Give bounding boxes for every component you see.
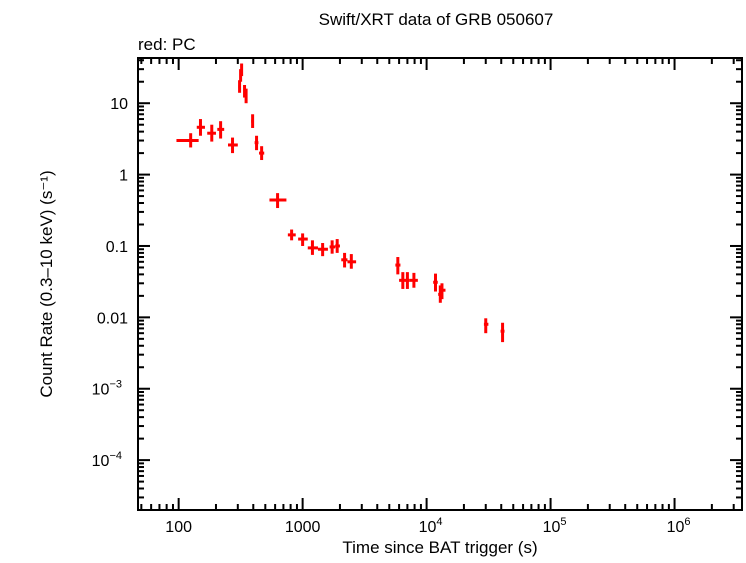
data-point [269, 193, 287, 209]
data-point [329, 240, 336, 254]
plot-frame [137, 57, 743, 511]
x-tick-label: 100 [165, 519, 192, 536]
x-tick-label: 1000 [285, 519, 321, 536]
data-point [254, 135, 259, 151]
x-tick-label: 105 [543, 516, 567, 536]
data-point [317, 243, 328, 257]
data-point [395, 257, 401, 275]
data-point [176, 133, 199, 148]
data-point [409, 272, 418, 288]
data-point [298, 233, 308, 246]
data-point [440, 283, 446, 300]
data-point [287, 229, 296, 241]
x-tick-label: 106 [667, 516, 691, 536]
data-point [217, 121, 225, 139]
y-tick-label: 0.01 [97, 310, 128, 327]
data-point [227, 137, 238, 154]
data-point [500, 322, 505, 343]
y-tick-label: 10 [110, 96, 128, 113]
data-point [240, 63, 244, 77]
chart-title: Swift/XRT data of GRB 050607 [319, 10, 554, 29]
data-point [433, 273, 438, 292]
y-axis-label: Count Rate (0.3–10 keV) (s⁻¹) [37, 170, 56, 397]
x-axis-label: Time since BAT trigger (s) [342, 538, 537, 557]
y-tick-label: 10−3 [92, 379, 122, 399]
data-point [405, 272, 410, 289]
data-point [259, 146, 265, 161]
data-point [347, 254, 357, 269]
data-points [176, 63, 505, 343]
data-point [207, 124, 216, 142]
x-tick-label: 104 [419, 516, 443, 536]
data-point [483, 318, 489, 334]
y-tick-label: 0.1 [106, 239, 128, 256]
data-point [307, 240, 318, 255]
data-point [196, 119, 205, 136]
data-point [399, 272, 407, 289]
chart-annotation: red: PC [138, 35, 196, 54]
axes: 100 1000 104 105 106 10 1 0.1 0.01 10−3 10−4 [92, 58, 742, 536]
y-tick-label: 1 [119, 168, 128, 185]
data-point [335, 239, 340, 253]
data-point [341, 252, 348, 268]
data-point [244, 88, 248, 104]
data-point [238, 80, 242, 93]
data-point [251, 114, 255, 128]
y-tick-label: 10−4 [92, 450, 122, 470]
